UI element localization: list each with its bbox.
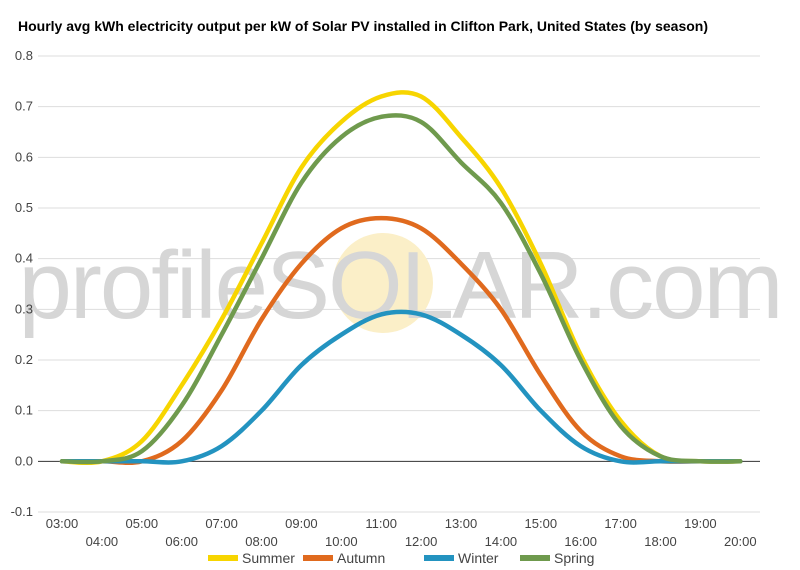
y-tick-label: 0.1 — [15, 403, 33, 418]
x-tick-label: 17:00 — [604, 516, 637, 531]
x-tick-label: 12:00 — [405, 534, 438, 549]
legend-label-winter: Winter — [458, 550, 499, 566]
series-line-autumn — [59, 215, 743, 466]
series-line-summer — [59, 90, 743, 466]
y-tick-label: 0.5 — [15, 200, 33, 215]
legend-swatch-summer — [208, 555, 238, 561]
x-tick-label: 06:00 — [165, 534, 198, 549]
x-axis: 03:00 04:00 05:00 06:00 07:00 08:00 09:00 10:00… — [46, 516, 757, 549]
y-tick-label: 0.2 — [15, 352, 33, 367]
x-tick-label: 13:00 — [445, 516, 478, 531]
series-line-winter — [59, 309, 743, 465]
y-tick-label: 0.7 — [15, 99, 33, 114]
x-tick-label: 03:00 — [46, 516, 79, 531]
x-tick-label: 10:00 — [325, 534, 358, 549]
series-lines — [59, 90, 743, 466]
y-tick-label: 0.6 — [15, 149, 33, 164]
watermark-text: profileSOLAR.com — [19, 232, 782, 339]
y-tick-label: 0.4 — [15, 251, 33, 266]
x-tick-label: 20:00 — [724, 534, 757, 549]
y-axis: -0.1 0.0 0.1 0.2 0.3 0.4 0.5 0.6 0.7 0.8 — [11, 48, 33, 519]
x-tick-label: 05:00 — [126, 516, 159, 531]
x-tick-label: 14:00 — [485, 534, 518, 549]
legend-swatch-autumn — [303, 555, 333, 561]
chart-title: Hourly avg kWh electricity output per kW… — [18, 18, 709, 34]
x-tick-label: 07:00 — [205, 516, 238, 531]
legend-swatch-winter — [424, 555, 454, 561]
watermark: profileSOLAR.com — [19, 232, 784, 339]
y-tick-label: 0.3 — [15, 301, 33, 316]
x-tick-label: 19:00 — [684, 516, 717, 531]
y-tick-label: 0.8 — [15, 48, 33, 63]
x-tick-label: 09:00 — [285, 516, 318, 531]
x-tick-label: 11:00 — [365, 516, 397, 531]
legend-label-summer: Summer — [242, 550, 295, 566]
x-tick-label: 04:00 — [86, 534, 119, 549]
legend-label-spring: Spring — [554, 550, 594, 566]
x-tick-label: 15:00 — [525, 516, 558, 531]
y-tick-label: -0.1 — [11, 504, 33, 519]
legend: Summer Autumn Winter Spring — [208, 550, 594, 566]
x-tick-label: 08:00 — [245, 534, 278, 549]
watermark-sun — [333, 233, 433, 333]
series-line-spring — [59, 113, 743, 465]
legend-label-autumn: Autumn — [337, 550, 385, 566]
legend-swatch-spring — [520, 555, 550, 561]
x-tick-label: 16:00 — [564, 534, 597, 549]
y-tick-label: 0.0 — [15, 453, 33, 468]
x-tick-label: 18:00 — [644, 534, 677, 549]
